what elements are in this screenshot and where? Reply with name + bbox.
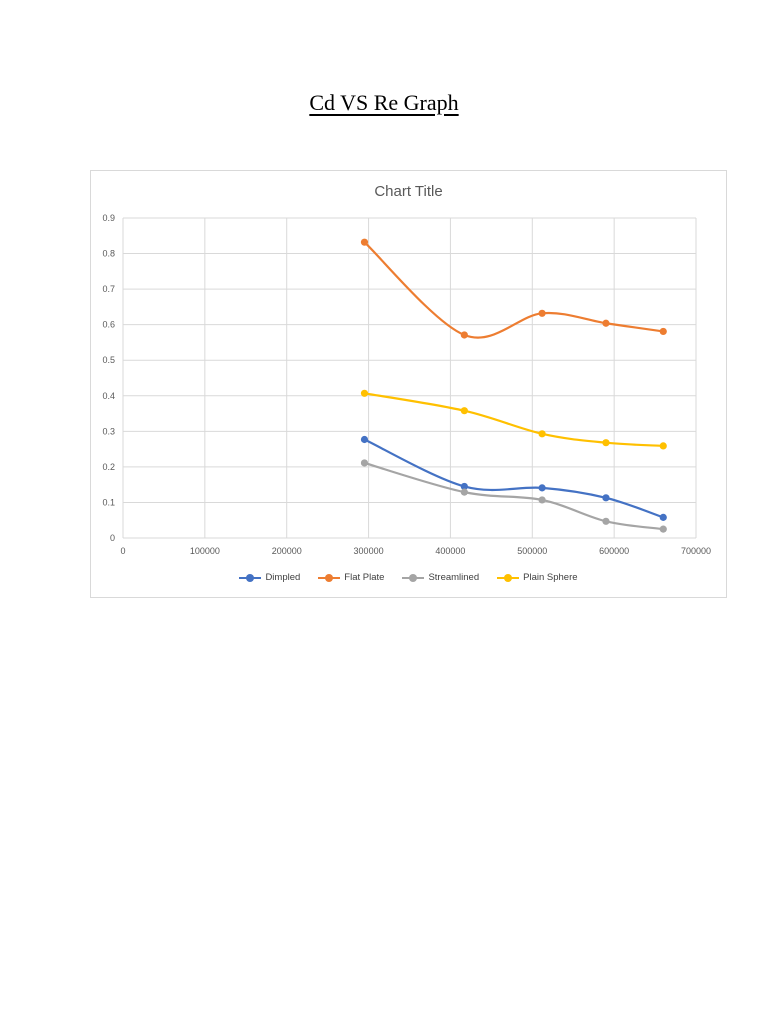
series-line-plain-sphere bbox=[364, 392, 664, 448]
chart-title: Chart Title bbox=[374, 183, 443, 200]
x-tick-label: 200000 bbox=[272, 546, 302, 556]
y-tick-label: 0.9 bbox=[102, 213, 115, 223]
page-title-text: Cd VS Re Graph bbox=[309, 90, 459, 115]
x-tick-label: 100000 bbox=[190, 546, 220, 556]
legend-item-flat-plate: Flat Plate bbox=[318, 572, 384, 583]
legend-swatch bbox=[239, 573, 262, 582]
data-point-flat-plate bbox=[659, 327, 667, 336]
y-tick-label: 0.4 bbox=[102, 391, 115, 401]
y-tick-label: 0.2 bbox=[102, 462, 115, 472]
data-point-flat-plate bbox=[538, 309, 546, 317]
data-point-dimpled bbox=[460, 482, 468, 491]
legend-item-streamlined: Streamlined bbox=[402, 572, 479, 583]
data-point-plain-sphere bbox=[602, 439, 610, 447]
data-point-plain-sphere bbox=[659, 442, 667, 450]
legend-item-plain-sphere: Plain Sphere bbox=[497, 572, 578, 583]
data-point-streamlined bbox=[360, 459, 369, 467]
data-point-streamlined bbox=[460, 488, 468, 496]
legend-label: Plain Sphere bbox=[523, 572, 578, 583]
y-tick-label: 0.1 bbox=[102, 497, 115, 507]
data-point-flat-plate bbox=[460, 331, 468, 339]
legend-swatch bbox=[497, 573, 520, 582]
x-tick-label: 700000 bbox=[681, 546, 711, 556]
y-tick-label: 0 bbox=[110, 533, 115, 543]
x-tick-label: 0 bbox=[120, 546, 125, 556]
legend-label: Streamlined bbox=[428, 572, 480, 583]
chart-area: Chart Title 0 0.1 0.2 0.3 0.4 0.5 0.6 0.7 0.8 0.9… bbox=[90, 170, 727, 598]
chart-legend: Dimpled Flat Plate Streamlined Plain Sphere bbox=[91, 572, 726, 583]
data-point-flat-plate bbox=[360, 238, 369, 246]
data-point-dimpled bbox=[659, 513, 667, 521]
page-title: Cd VS Re Graph bbox=[0, 90, 768, 116]
series-line-dimpled bbox=[364, 438, 664, 519]
legend-swatch bbox=[318, 573, 341, 582]
legend-item-dimpled: Dimpled bbox=[239, 572, 300, 583]
y-tick-label: 0.3 bbox=[102, 426, 115, 436]
line-chart: 0 0.1 0.2 0.3 0.4 0.5 0.6 0.7 0.8 0.9 0 100000 20000… bbox=[102, 213, 711, 556]
data-point-streamlined bbox=[538, 496, 546, 504]
x-tick-label: 500000 bbox=[517, 546, 547, 556]
y-tick-label: 0.6 bbox=[102, 320, 115, 330]
legend-swatch bbox=[402, 573, 425, 582]
x-tick-label: 400000 bbox=[435, 546, 465, 556]
legend-label: Dimpled bbox=[265, 572, 301, 583]
data-point-flat-plate bbox=[602, 319, 610, 327]
legend-label: Flat Plate bbox=[344, 572, 385, 583]
data-point-dimpled bbox=[360, 435, 369, 444]
y-tick-label: 0.8 bbox=[102, 249, 115, 259]
data-point-dimpled bbox=[602, 494, 610, 502]
data-point-dimpled bbox=[538, 484, 546, 492]
series-line-flat-plate bbox=[363, 241, 664, 339]
x-tick-label: 600000 bbox=[599, 546, 629, 556]
x-tick-label: 300000 bbox=[354, 546, 384, 556]
data-point-plain-sphere bbox=[538, 430, 546, 438]
data-point-streamlined bbox=[659, 525, 667, 533]
y-tick-label: 0.5 bbox=[102, 355, 115, 365]
y-tick-label: 0.7 bbox=[102, 284, 115, 294]
data-point-plain-sphere bbox=[360, 389, 369, 397]
data-point-plain-sphere bbox=[460, 407, 468, 415]
series-line-streamlined bbox=[364, 461, 664, 531]
data-point-streamlined bbox=[602, 517, 610, 525]
